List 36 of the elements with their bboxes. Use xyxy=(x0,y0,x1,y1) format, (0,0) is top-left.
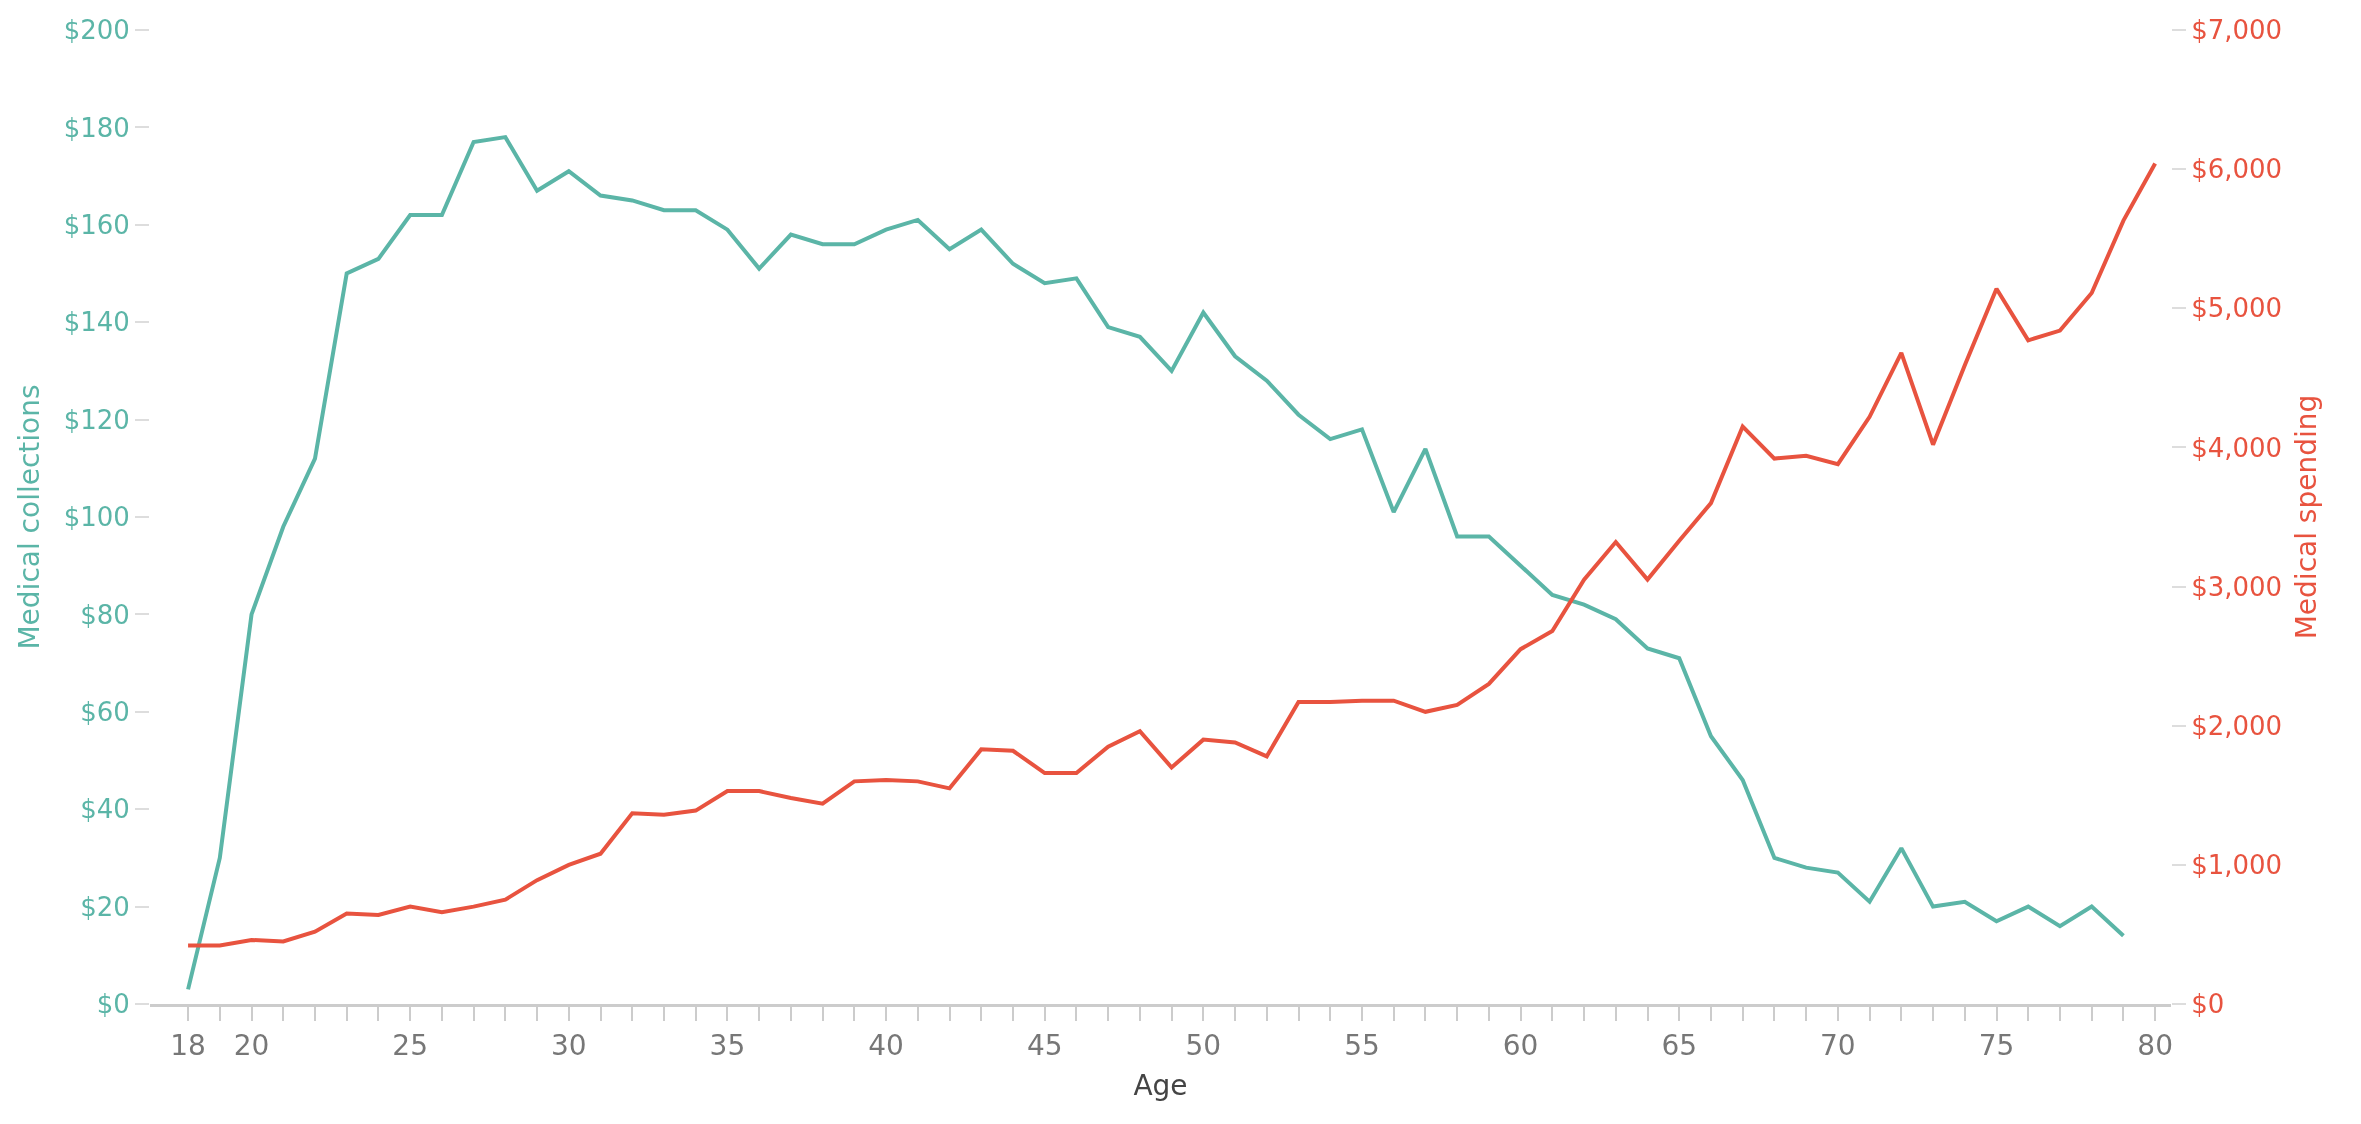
y-tick-label: $120 xyxy=(63,404,130,435)
x-tick-label: 45 xyxy=(1026,1028,1063,1062)
x-tick-label: 80 xyxy=(2137,1028,2173,1062)
y-tick-label: $200 xyxy=(63,15,130,46)
y-tick-label: $0 xyxy=(96,989,130,1020)
y2-tick-label: $3,000 xyxy=(2191,571,2283,602)
x-axis-title: Age xyxy=(1133,1068,1188,1102)
x-tick-label: 20 xyxy=(233,1028,270,1062)
x-tick-label: 75 xyxy=(1978,1028,2015,1062)
x-tick-label: 18 xyxy=(170,1028,206,1062)
y2-axis-title: Medical spending xyxy=(2290,394,2324,640)
x-tick-label: 25 xyxy=(392,1028,428,1062)
x-tick-label: 30 xyxy=(550,1028,587,1062)
y-tick-label: $40 xyxy=(80,794,130,825)
y2-tick-label: $0 xyxy=(2191,989,2225,1020)
x-tick-label: 50 xyxy=(1185,1028,1222,1062)
y2-tick-label: $7,000 xyxy=(2191,15,2283,46)
x-tick-label: 70 xyxy=(1820,1028,1856,1062)
y-tick-label: $180 xyxy=(63,112,130,143)
x-tick-label: 60 xyxy=(1502,1028,1539,1062)
y2-tick-label: $4,000 xyxy=(2191,432,2283,463)
y2-tick-label: $6,000 xyxy=(2191,154,2283,185)
x-tick-label: 35 xyxy=(709,1028,746,1062)
y-tick-label: $60 xyxy=(80,696,130,727)
x-tick-label: 40 xyxy=(868,1028,904,1062)
x-tick-label: 55 xyxy=(1344,1028,1380,1062)
y-tick-label: $20 xyxy=(80,891,130,922)
y-axis-title: Medical collections xyxy=(13,384,47,650)
y-tick-label: $140 xyxy=(63,307,130,338)
y2-tick-label: $2,000 xyxy=(2191,710,2283,741)
x-tick-label: 65 xyxy=(1661,1028,1698,1062)
y-tick-label: $160 xyxy=(63,209,130,240)
y-tick-label: $100 xyxy=(63,502,130,533)
y-tick-label: $80 xyxy=(80,599,130,630)
y2-tick-label: $1,000 xyxy=(2191,849,2283,880)
y2-tick-label: $5,000 xyxy=(2191,293,2283,324)
